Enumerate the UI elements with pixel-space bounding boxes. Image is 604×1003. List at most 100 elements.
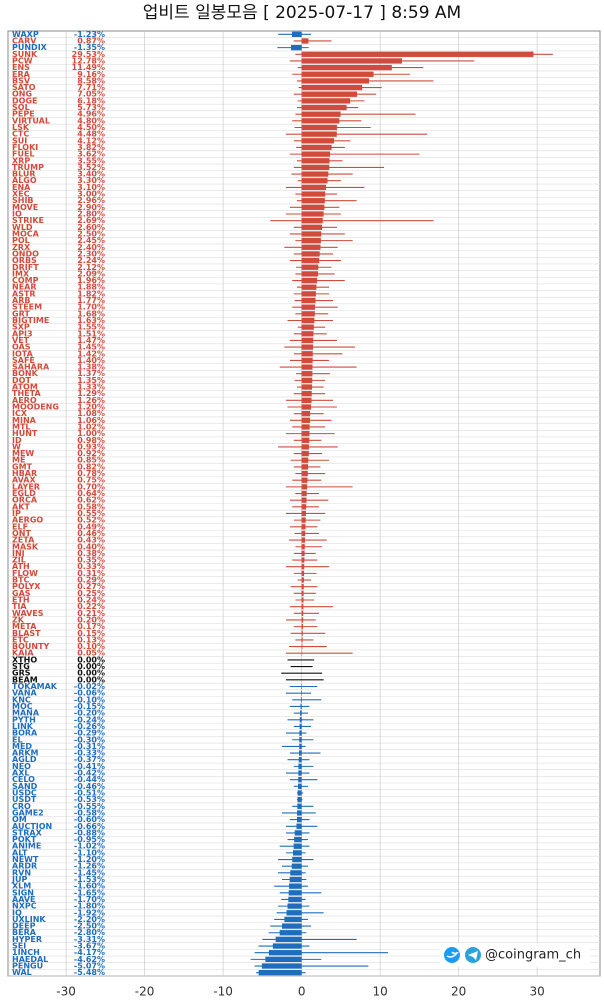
row-label: BTC — [12, 576, 30, 585]
row-label: W — [12, 442, 21, 451]
value-label: 1.88% — [77, 283, 105, 292]
value-label: 0.52% — [77, 516, 105, 525]
value-label: 4.50% — [77, 123, 105, 132]
bar — [288, 896, 302, 903]
value-label: 0.21% — [77, 609, 105, 618]
value-label: 1.35% — [77, 376, 105, 385]
value-label: -2.50% — [74, 922, 105, 931]
value-label: -1.45% — [74, 868, 105, 877]
value-label: 2.40% — [77, 243, 105, 252]
bar — [301, 417, 310, 423]
value-label: 1.96% — [77, 276, 105, 285]
row-label: PCW — [12, 56, 33, 65]
bar — [301, 231, 322, 237]
row-label: ZRX — [12, 243, 31, 252]
bar — [297, 803, 302, 809]
row-label: CARV — [12, 36, 37, 45]
value-label: -0.44% — [74, 775, 105, 784]
row-label: ATOM — [12, 383, 38, 392]
value-label: -0.37% — [74, 755, 105, 764]
row-label: ASTR — [12, 289, 36, 298]
value-label: 0.35% — [77, 556, 105, 565]
bar — [294, 836, 302, 843]
value-label: 2.69% — [77, 216, 105, 225]
row-label: WAXP — [12, 30, 39, 39]
row-label: BERA — [12, 928, 37, 937]
bar — [297, 796, 302, 803]
value-label: 0.15% — [77, 629, 105, 638]
value-label: -4.17% — [74, 948, 105, 957]
x-tick-label: 20 — [451, 985, 466, 999]
value-label: -1.53% — [74, 875, 105, 884]
value-label: 1.70% — [77, 303, 105, 312]
value-label: -0.51% — [74, 788, 105, 797]
value-label: 1.82% — [77, 289, 105, 298]
value-label: 2.45% — [77, 236, 105, 245]
value-label: 1.77% — [77, 296, 105, 305]
value-label: 1.33% — [77, 383, 105, 392]
value-label: 1.38% — [77, 363, 105, 372]
row-label: TRUMP — [12, 163, 44, 172]
row-label: ALT — [12, 848, 28, 857]
bar — [301, 590, 304, 597]
row-label: COMP — [12, 276, 39, 285]
value-label: -0.41% — [74, 762, 105, 771]
value-label: 0.20% — [77, 615, 105, 624]
bar — [301, 643, 303, 650]
value-label: 7.71% — [77, 83, 105, 92]
row-label: NXPC — [12, 902, 37, 911]
row-label: AVAX — [12, 476, 36, 485]
bar — [301, 517, 306, 523]
bar — [301, 158, 330, 164]
row-label: HUNT — [12, 429, 38, 438]
bar — [301, 204, 325, 211]
value-label: -2.20% — [74, 915, 105, 924]
value-label: 0.93% — [77, 442, 105, 451]
row-label: KNC — [12, 695, 31, 704]
value-label: 0.64% — [77, 489, 105, 498]
value-label: 1.37% — [77, 369, 105, 378]
bar — [301, 371, 313, 377]
bar — [301, 650, 303, 656]
bar — [301, 164, 330, 171]
row-label: VANA — [12, 689, 38, 698]
row-label: HYPER — [12, 935, 42, 944]
bar — [301, 384, 313, 390]
bar — [301, 64, 392, 71]
bar — [301, 284, 317, 290]
bar — [301, 504, 307, 510]
row-label: TIA — [12, 602, 27, 611]
value-label: -1.23% — [74, 30, 105, 39]
value-label: 1.02% — [77, 422, 105, 431]
value-label: -0.58% — [74, 808, 105, 817]
row-label: DRIFT — [12, 263, 39, 272]
value-label: 0.17% — [77, 622, 105, 631]
bar — [301, 690, 302, 696]
value-label: -0.10% — [74, 695, 105, 704]
row-label: IMX — [12, 269, 30, 278]
row-label: BONK — [12, 369, 39, 378]
bar — [301, 484, 308, 490]
x-tick-label: -10 — [213, 985, 233, 999]
bar — [301, 118, 340, 124]
row-label: KAIA — [12, 649, 34, 658]
bar — [301, 617, 304, 623]
row-label: SAHARA — [12, 363, 50, 372]
row-label: API3 — [12, 329, 33, 338]
value-label: 2.90% — [77, 203, 105, 212]
value-label: 0.70% — [77, 482, 105, 491]
bar — [301, 111, 341, 117]
value-label: 1.08% — [77, 409, 105, 418]
value-label: 0.00% — [77, 662, 105, 671]
value-label: 0.58% — [77, 502, 105, 511]
value-label: 3.00% — [77, 190, 105, 199]
value-label: 0.29% — [77, 576, 105, 585]
row-label: DOT — [12, 376, 31, 385]
row-label: FLOW — [12, 569, 38, 578]
value-label: 0.33% — [77, 562, 105, 571]
row-label: ELF — [12, 522, 28, 531]
value-label: 2.96% — [77, 196, 105, 205]
value-label: 0.31% — [77, 569, 105, 578]
row-label: MEW — [12, 449, 34, 458]
bar — [301, 311, 315, 317]
